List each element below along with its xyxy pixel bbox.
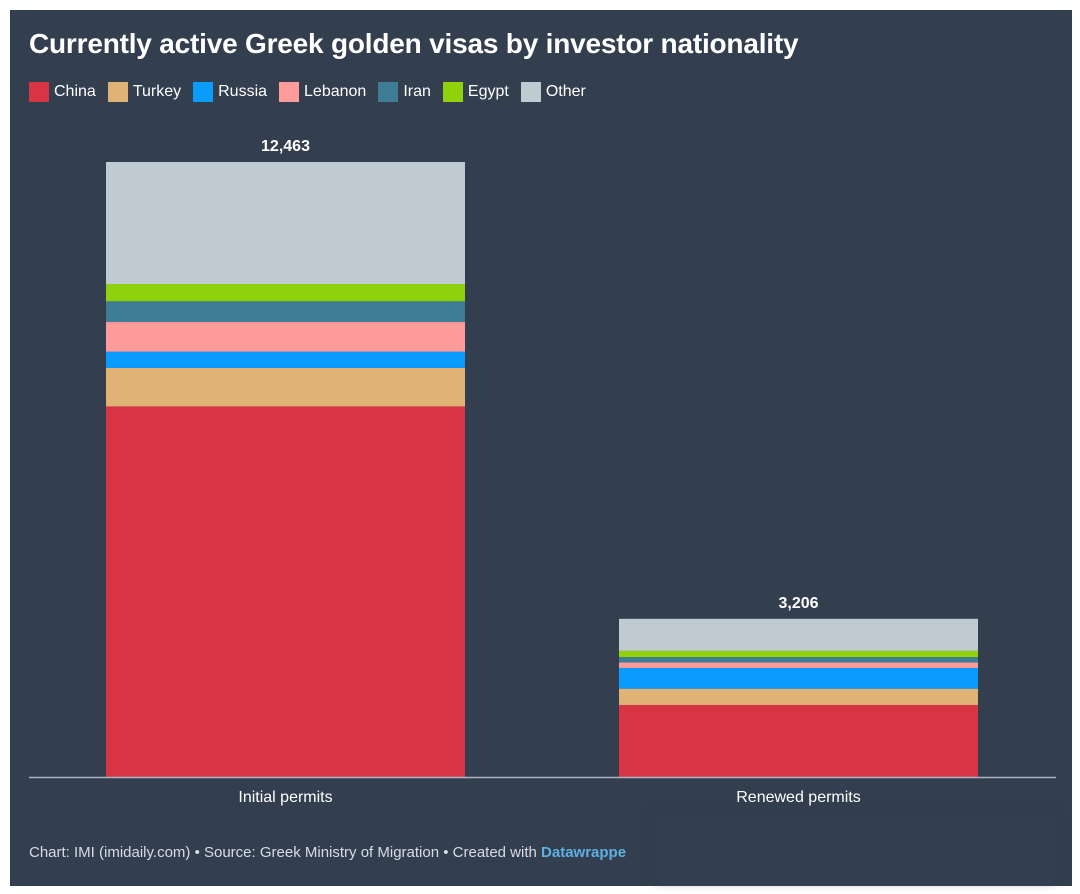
legend-swatch xyxy=(378,82,399,102)
legend-swatch xyxy=(29,82,49,102)
legend: China Turkey Russia Lebanon Iran Egypt Other xyxy=(29,82,598,102)
datawrapper-link[interactable]: Datawrappe xyxy=(541,844,627,861)
bar-segment-turkey-initial[interactable] xyxy=(106,367,465,407)
legend-label: Turkey xyxy=(132,83,182,100)
bar-segment-other-renewed[interactable] xyxy=(619,618,978,651)
footer-text: Chart: IMI (imidaily.com) • Source: Gree… xyxy=(29,844,542,861)
bar-total-label: 12,463 xyxy=(261,138,310,155)
legend-swatch xyxy=(442,82,463,102)
legend-label: Lebanon xyxy=(304,83,367,100)
bar-segment-iran-initial[interactable] xyxy=(106,301,465,323)
bar-segment-russia-renewed[interactable] xyxy=(619,667,978,689)
legend-label: Other xyxy=(545,83,586,100)
bar-total-label: 3,206 xyxy=(778,595,818,612)
legend-label: Russia xyxy=(218,83,268,100)
bar-segment-russia-initial[interactable] xyxy=(106,351,465,368)
bar-segment-other-initial[interactable] xyxy=(106,162,465,285)
x-axis-tick-label: Initial permits xyxy=(238,789,332,806)
blur-overlay xyxy=(660,818,1050,876)
legend-swatch xyxy=(279,82,300,102)
bar-segment-turkey-renewed[interactable] xyxy=(619,688,978,705)
bar-segment-iran-renewed[interactable] xyxy=(619,657,978,663)
bar-segment-egypt-renewed[interactable] xyxy=(619,650,978,658)
legend-item-lebanon: Lebanon xyxy=(279,82,366,102)
x-axis-tick-label: Renewed permits xyxy=(736,789,861,806)
legend-item-china: China xyxy=(29,82,96,102)
footer-credit: Chart: IMI (imidaily.com) • Source: Gree… xyxy=(29,844,626,861)
legend-swatch xyxy=(107,82,128,102)
legend-item-egypt: Egypt xyxy=(442,82,509,102)
legend-item-other: Other xyxy=(520,82,586,102)
legend-item-russia: Russia xyxy=(193,82,267,102)
legend-item-iran: Iran xyxy=(378,82,431,102)
legend-swatch xyxy=(193,82,214,102)
legend-swatch xyxy=(520,82,541,102)
bar-segment-china-initial[interactable] xyxy=(106,406,465,777)
bar-segment-lebanon-renewed[interactable] xyxy=(619,662,978,668)
legend-label: Egypt xyxy=(467,83,509,100)
bar-segment-egypt-initial[interactable] xyxy=(106,284,465,302)
legend-item-turkey: Turkey xyxy=(107,82,182,102)
legend-label: China xyxy=(54,83,96,100)
chart-title: Currently active Greek golden visas by i… xyxy=(29,28,799,59)
bar-segment-china-renewed[interactable] xyxy=(619,704,978,777)
bar-segment-lebanon-initial[interactable] xyxy=(106,322,465,352)
legend-label: Iran xyxy=(403,83,431,100)
